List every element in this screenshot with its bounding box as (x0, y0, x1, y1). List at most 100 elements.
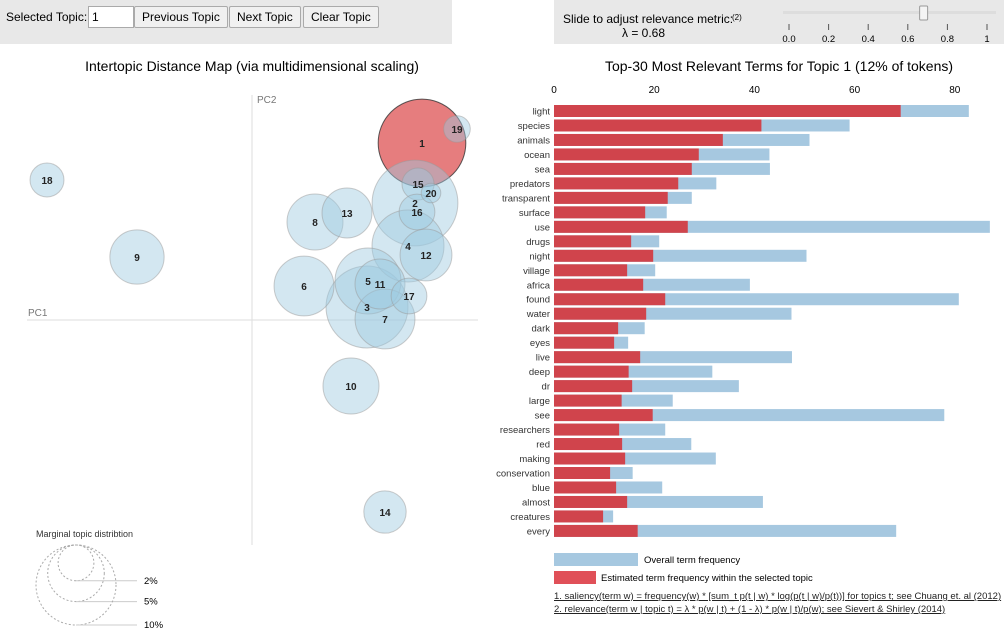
topic-circle-5[interactable] (334, 247, 402, 315)
selected-topic-input[interactable] (88, 6, 134, 28)
term-label-red[interactable]: red (536, 440, 550, 451)
term-label-dr[interactable]: dr (542, 382, 550, 393)
bar-topic-use (554, 220, 688, 233)
bar-topic-large (554, 394, 622, 407)
slider-thumb[interactable] (919, 5, 929, 21)
term-label-sea[interactable]: sea (535, 164, 551, 175)
term-label-water[interactable]: water (526, 309, 550, 320)
topic-circle-16[interactable] (398, 193, 436, 231)
term-label-making[interactable]: making (519, 454, 550, 465)
term-label-eyes[interactable]: eyes (530, 338, 550, 349)
topic-label-7: 7 (382, 315, 388, 326)
topic-label-17: 17 (403, 292, 415, 303)
term-label-animals[interactable]: animals (517, 135, 550, 146)
term-label-found[interactable]: found (526, 295, 550, 306)
topic-circle-12[interactable] (399, 228, 453, 282)
term-bars: light species animals ocean sea predators tran… (496, 105, 990, 537)
term-label-predators[interactable]: predators (510, 179, 550, 190)
term-label-creatures[interactable]: creatures (510, 512, 550, 523)
size-legend-circle (35, 544, 117, 626)
slider-tick-label: 0.8 (941, 34, 954, 45)
bar-topic-africa (554, 278, 644, 291)
topic-circle-11[interactable] (354, 258, 406, 310)
bar-topic-eyes (554, 336, 615, 349)
term-label-surface[interactable]: surface (519, 208, 550, 219)
previous-topic-button[interactable]: Previous Topic (134, 6, 228, 28)
slider-label: Slide to adjust relevance metric: (563, 12, 734, 26)
term-label-drugs[interactable]: drugs (526, 237, 550, 248)
term-label-transparent[interactable]: transparent (502, 193, 550, 204)
pc1-label: PC1 (28, 308, 48, 319)
bar-topic-found (554, 293, 666, 306)
slider-tick-label: 0.0 (782, 34, 795, 45)
topic-circle-17[interactable] (390, 277, 428, 315)
bar-topic-making (554, 452, 626, 465)
bar-tick-label: 40 (749, 85, 761, 96)
topic-label-19: 19 (451, 125, 463, 136)
topic-circle-1[interactable] (377, 98, 467, 188)
next-topic-button[interactable]: Next Topic (229, 6, 301, 28)
clear-topic-button[interactable]: Clear Topic (303, 6, 379, 28)
map-title: Intertopic Distance Map (via multidimens… (85, 58, 419, 74)
topic-circle-14[interactable] (363, 490, 407, 534)
bar-topic-every (554, 524, 638, 537)
term-label-see[interactable]: see (535, 411, 550, 422)
topic-label-5: 5 (365, 277, 371, 288)
bar-tick-label: 80 (949, 85, 961, 96)
bar-topic-light (554, 105, 901, 117)
topic-circle-18[interactable] (29, 162, 65, 198)
slider-tick-label: 0.6 (901, 34, 914, 45)
topic-circle-10[interactable] (322, 357, 380, 415)
term-label-live[interactable]: live (536, 353, 550, 364)
topic-circle-20[interactable] (420, 182, 442, 204)
topic-label-4: 4 (405, 242, 411, 253)
slider-tick-label: 1 (984, 34, 989, 45)
legend-topic-label: Estimated term frequency within the sele… (601, 573, 813, 584)
bar-topic-dr (554, 380, 633, 393)
topic-circle-7[interactable] (354, 288, 416, 350)
topic-circle-6[interactable] (273, 255, 335, 317)
bar-topic-night (554, 249, 654, 262)
term-label-species[interactable]: species (518, 121, 550, 132)
term-label-large[interactable]: large (529, 396, 550, 407)
legend-topic-swatch (554, 571, 596, 584)
topic-circles (29, 98, 471, 534)
slider-footnote-ref: (2) (732, 13, 742, 22)
topic-circle-9[interactable] (109, 229, 165, 285)
slider-track[interactable] (783, 11, 996, 14)
topic-label-13: 13 (341, 209, 353, 220)
bar-x-axis: 0 20 40 60 80 (551, 85, 961, 96)
saliency-footnote-link[interactable]: 1. saliency(term w) = frequency(w) * [su… (554, 591, 1002, 602)
bar-topic-water (554, 307, 647, 320)
bar-tick-label: 60 (849, 85, 861, 96)
legend-overall-swatch (554, 553, 638, 566)
term-label-almost[interactable]: almost (522, 497, 550, 508)
term-label-deep[interactable]: deep (529, 367, 550, 378)
term-label-dark[interactable]: dark (532, 324, 551, 335)
term-label-light[interactable]: light (533, 107, 551, 118)
topic-circle-19[interactable] (443, 115, 471, 143)
bar-topic-ocean (554, 148, 699, 161)
term-label-use[interactable]: use (535, 222, 550, 233)
bar-topic-red (554, 438, 623, 451)
term-label-blue[interactable]: blue (532, 483, 550, 494)
size-legend-label: 2% (144, 576, 158, 587)
term-label-researchers[interactable]: researchers (500, 425, 550, 436)
term-label-conservation[interactable]: conservation (496, 469, 550, 480)
term-label-ocean[interactable]: ocean (524, 150, 550, 161)
relevance-footnote-link[interactable]: 2. relevance(term w | topic t) = λ * p(w… (554, 604, 946, 615)
topic-circle-13[interactable] (321, 187, 373, 239)
bar-topic-blue (554, 481, 617, 494)
topic-circle-8[interactable] (286, 193, 344, 251)
bar-topic-deep (554, 365, 629, 378)
lambda-value: λ = 0.68 (622, 26, 666, 40)
relevance-slider-panel (554, 0, 1004, 44)
term-label-africa[interactable]: africa (527, 280, 551, 291)
bar-topic-almost (554, 495, 628, 508)
size-legend-title: Marginal topic distribtion (36, 529, 133, 539)
term-label-every[interactable]: every (527, 526, 550, 537)
slider-ticks: 0.0 0.2 0.4 0.6 0.8 1 (782, 24, 990, 45)
term-label-village[interactable]: village (523, 266, 550, 277)
term-label-night[interactable]: night (529, 251, 550, 262)
